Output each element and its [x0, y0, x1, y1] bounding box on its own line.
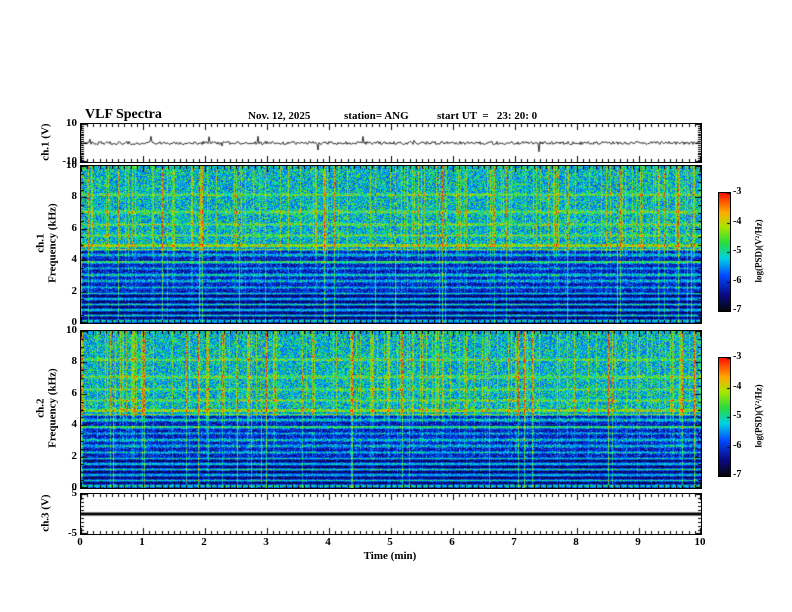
x-tick-label: 1 [139, 536, 145, 548]
start-ut-label: start UT = 23: 20: 0 [437, 110, 538, 122]
ch2-spec-y-tick-label: 2 [71, 449, 78, 462]
colorbar1-tick-label: -7 [733, 304, 742, 315]
colorbar2-tick-label: -6 [733, 439, 742, 451]
ch2-spectrogram-panel [80, 330, 702, 489]
x-tick-label: 5 [387, 536, 393, 548]
colorbar2-tick-label: -4 [733, 380, 742, 392]
ch1-spec-y-tick-label: 0 [71, 316, 78, 328]
ch1-waveform-canvas [81, 124, 701, 162]
station-label: station= ANG [344, 110, 409, 122]
x-tick-label: 3 [263, 536, 269, 548]
ch2-colorbar [718, 357, 731, 477]
colorbar2-tick-label: -7 [733, 469, 742, 480]
ch3-wave-y-tick-label: 5 [71, 487, 78, 499]
ch3-waveform-panel [80, 493, 702, 535]
ch2-spectrogram-canvas [81, 331, 701, 488]
x-tick-label: 0 [77, 536, 83, 548]
colorbar1-tick-label: -6 [733, 274, 742, 286]
ch2-spec-y-tick-label: 10 [66, 324, 77, 336]
x-tick-label: 8 [573, 536, 579, 548]
ch1-spec-y-tick-label: 2 [71, 284, 78, 297]
ch1-colorbar-canvas [719, 193, 730, 311]
ch1-wave-y-tick-label: -10 [62, 155, 77, 167]
ch1-spec-y-tick-label: 4 [71, 253, 78, 266]
x-tick-label: 2 [201, 536, 207, 548]
ch1-colorbar [718, 192, 731, 312]
ch1-spec-y-tick-label: 8 [71, 190, 78, 203]
figure-date: Nov. 12, 2025 [248, 110, 311, 122]
ch1-spec-y-tick-label: 10 [66, 159, 77, 171]
colorbar1-tick-label: -4 [733, 215, 742, 227]
ch3-wave-y-tick-label: -5 [67, 527, 77, 539]
ch2-spec-y-tick-label: 6 [71, 386, 78, 399]
colorbar1-tick-label: -5 [733, 245, 742, 256]
ch1-spectrogram-panel [80, 165, 702, 324]
colorbar1-tick-label: -3 [733, 186, 742, 197]
colorbar2-tick-label: -5 [733, 410, 742, 421]
ch2-frequency-axis-label-line1: ch.2 [34, 398, 47, 418]
x-tick-label: 10 [694, 536, 706, 548]
figure-title: VLF Spectra [85, 107, 162, 122]
ch2-spec-y-tick-label: 4 [71, 418, 78, 431]
x-tick-label: 7 [511, 536, 517, 548]
ch2-colorbar-canvas [719, 358, 730, 476]
x-tick-label: 6 [449, 536, 455, 548]
ch1-waveform-panel [80, 123, 702, 163]
x-tick-label: 4 [325, 536, 331, 548]
ch1-frequency-axis-label-line1: ch.1 [34, 233, 47, 253]
time-axis-label: Time (min) [363, 550, 417, 562]
colorbar2-tick-label: -3 [733, 351, 742, 362]
ch1-spec-y-tick-label: 6 [71, 221, 78, 234]
ch2-spec-y-tick-label: 8 [71, 355, 78, 368]
ch1-wave-y-tick-label: 10 [66, 117, 77, 129]
ch2-spec-y-tick-label: 0 [71, 481, 78, 493]
ch1-frequency-axis-label-line2: Frequency (kHz) [47, 203, 60, 283]
ch1-spectrogram-canvas [81, 166, 701, 323]
ch3-waveform-canvas [81, 494, 701, 534]
ch2-frequency-axis-label-line2: Frequency (kHz) [47, 368, 60, 448]
x-tick-label: 9 [635, 536, 641, 548]
